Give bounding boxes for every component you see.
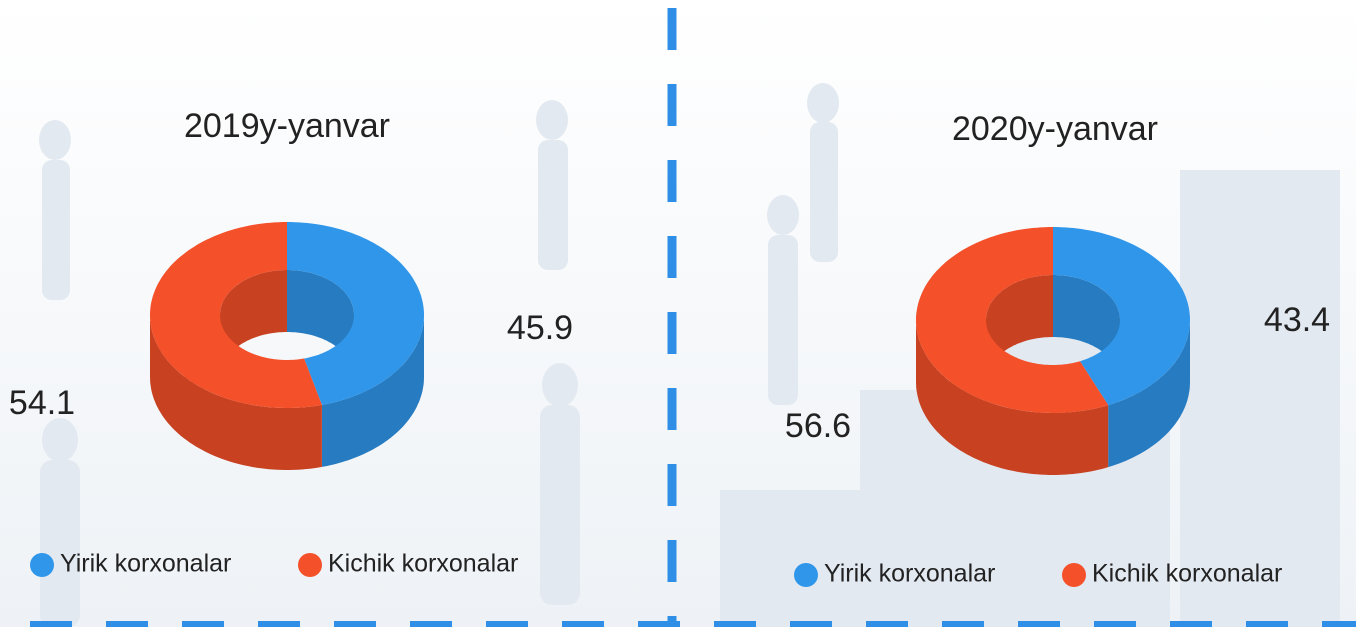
value-label: 45.9 [507, 309, 573, 347]
donut-slice [150, 222, 322, 470]
slice-side [321, 315, 424, 467]
legend-marker [1062, 563, 1086, 587]
slice-inner-wall [1053, 275, 1120, 382]
legend-label: Kichik korxonalar [328, 550, 518, 578]
slice-inner-wall [287, 270, 354, 377]
legend-label: Yirik korxonalar [60, 550, 231, 578]
legend-marker [30, 553, 54, 577]
legend-marker [298, 553, 322, 577]
slice-top [150, 222, 322, 408]
slice-inner-wall [220, 270, 287, 377]
slice-side [1108, 320, 1190, 468]
donut-slice [287, 222, 424, 467]
slice-side [916, 320, 1109, 475]
legend-label: Yirik korxonalar [824, 560, 995, 588]
slice-inner-wall [986, 275, 1053, 382]
legend-label: Kichik korxonalar [1092, 560, 1282, 588]
value-label: 56.6 [785, 407, 851, 445]
chart-title: 2019y-yanvar [184, 107, 390, 145]
slice-side [150, 315, 322, 470]
slice-top [287, 222, 424, 405]
donut-slice [916, 227, 1109, 475]
slice-top [1053, 227, 1190, 406]
slice-top [916, 227, 1109, 413]
donut-slice [1053, 227, 1190, 468]
chart-title: 2020y-yanvar [952, 110, 1158, 148]
value-label: 54.1 [9, 384, 75, 422]
legend-marker [794, 563, 818, 587]
value-label: 43.4 [1264, 301, 1330, 339]
